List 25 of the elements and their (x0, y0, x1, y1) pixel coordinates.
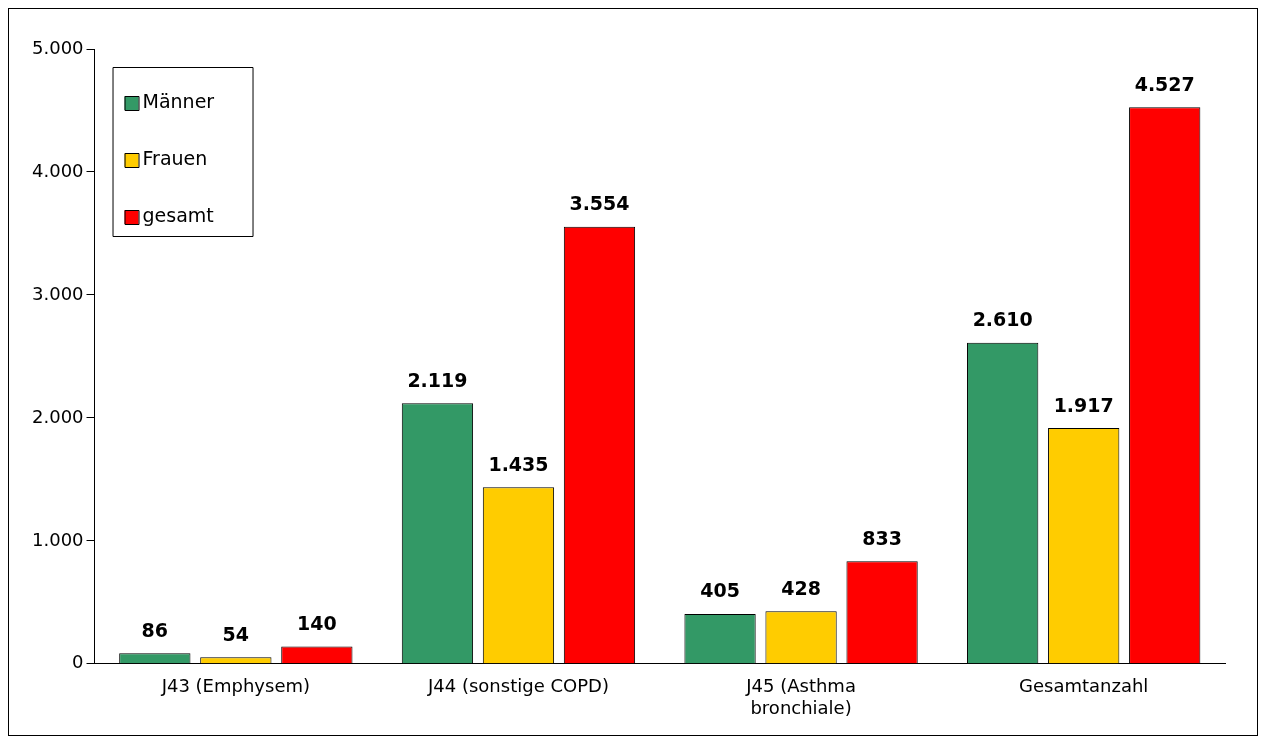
legend-label: Frauen (142, 146, 208, 169)
data-label: 140 (297, 612, 337, 635)
x-tick-label: J43 (Emphysem) (160, 675, 311, 697)
x-tick-label: J44 (sonstige COPD) (427, 675, 609, 697)
data-label: 3.554 (569, 192, 630, 215)
x-tick-label: J45 (Asthma bronchiale) (745, 675, 856, 718)
data-label: 833 (862, 526, 902, 549)
data-label: 54 (222, 622, 250, 645)
data-label: 405 (700, 579, 740, 602)
y-tick-label: 0 (72, 651, 84, 673)
y-tick-label: 4.000 (32, 159, 84, 181)
legend-label: gesamt (142, 203, 214, 226)
y-tick-label: 1.000 (32, 528, 84, 550)
y-tick-label: 2.000 (32, 405, 84, 427)
y-tick-label: 5.000 (32, 36, 84, 58)
x-tick-label: Gesamtanzahl (1019, 675, 1149, 697)
data-label: 1.435 (488, 452, 549, 475)
data-label: 2.119 (407, 368, 468, 391)
data-label: 428 (781, 576, 821, 599)
data-label: 2.610 (972, 308, 1033, 331)
y-tick-label: 3.000 (32, 282, 84, 304)
data-label: 4.527 (1134, 72, 1195, 95)
data-label: 86 (141, 618, 169, 641)
legend-label: Männer (142, 89, 215, 112)
data-label: 1.917 (1053, 393, 1114, 416)
